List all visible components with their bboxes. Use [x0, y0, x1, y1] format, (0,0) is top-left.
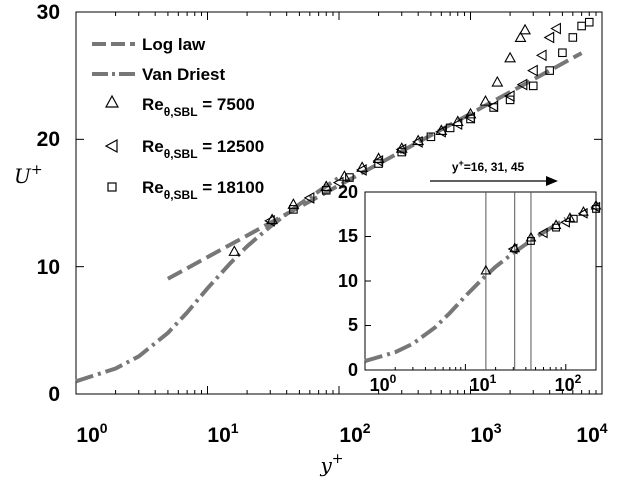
- y-tick-label: 0: [48, 383, 60, 406]
- data-point-triangle-left: [264, 214, 275, 227]
- data-point-square: [545, 66, 554, 75]
- data-point-square: [584, 17, 594, 27]
- inset-plot: 0 5 10 15 20 100 101 102: [338, 182, 602, 395]
- legend-label-van-driest: Van Driest: [142, 65, 225, 84]
- data-point-square: [552, 223, 560, 232]
- legend-marker-square: [107, 182, 117, 192]
- y-tick-label: 30: [37, 1, 60, 24]
- data-point-square: [569, 214, 578, 223]
- data-point-triangle-left: [527, 64, 538, 77]
- data-point-triangle-up: [578, 205, 589, 216]
- data-point-triangle-up: [228, 245, 241, 256]
- log-law-line: [166, 51, 583, 281]
- data-point-triangle-up: [514, 31, 527, 43]
- x-axis-title: y+: [319, 451, 343, 477]
- data-point-square: [289, 205, 298, 214]
- data-point-triangle-up: [504, 51, 517, 63]
- inset-y-tick-label: 20: [338, 182, 358, 202]
- data-point-square: [321, 185, 331, 195]
- x-tick-label: 102: [339, 420, 370, 447]
- data-point-triangle-up: [287, 198, 300, 209]
- data-point-triangle-up: [480, 264, 492, 275]
- data-point-square: [527, 237, 535, 245]
- legend: Log law Van Driest Reθ,SBL = 7500 Reθ,SB…: [92, 35, 264, 202]
- inset-x-tick-label: 100: [370, 372, 397, 395]
- data-point-triangle-left: [412, 135, 423, 148]
- data-point-triangle-up: [479, 95, 492, 106]
- inset-van-driest-line: [364, 216, 567, 364]
- data-point-triangle-up: [338, 170, 351, 181]
- data-point-triangle-left: [516, 78, 528, 91]
- x-tick-label: 100: [76, 420, 107, 447]
- data-point-triangle-left: [303, 191, 315, 204]
- inset-x-tick-label: 101: [470, 372, 497, 395]
- data-point-square: [466, 114, 475, 124]
- data-point-square: [374, 159, 383, 168]
- data-point-triangle-left: [550, 22, 561, 35]
- data-point-triangle-up: [491, 75, 504, 87]
- inset-y-tick-label: 10: [338, 271, 358, 291]
- data-point-square: [426, 132, 436, 142]
- legend-label-re-18100: Reθ,SBL = 18100: [142, 178, 264, 202]
- data-point-triangle-up: [590, 199, 602, 210]
- inset-x-tick-label: 102: [555, 372, 582, 395]
- legend-label-re-7500: Reθ,SBL = 7500: [142, 95, 255, 119]
- x-tick-label: 104: [576, 420, 607, 447]
- inset-y-tick-label: 0: [348, 360, 358, 380]
- data-point-triangle-left: [560, 216, 570, 228]
- inset-y-tick-label: 15: [338, 226, 358, 246]
- data-point-triangle-left: [577, 207, 588, 219]
- data-point-square: [489, 103, 498, 112]
- data-point-square: [568, 33, 578, 42]
- legend-marker-triangle-up: [104, 94, 120, 108]
- data-point-square: [505, 95, 515, 105]
- x-tick-label: 101: [207, 420, 238, 447]
- data-point-triangle-left: [356, 163, 367, 176]
- y-tick-label: 10: [37, 256, 60, 279]
- data-point-triangle-up: [519, 23, 532, 35]
- data-point-triangle-up: [451, 115, 464, 127]
- data-point-square: [445, 123, 455, 133]
- y-tick-label: 20: [37, 128, 60, 151]
- data-point-triangle-left: [332, 176, 344, 189]
- legend-marker-triangle-left: [104, 138, 118, 154]
- legend-label-re-12500: Reθ,SBL = 12500: [142, 137, 264, 161]
- inset-y-tick-label: 5: [348, 315, 358, 335]
- data-point-square: [558, 48, 567, 58]
- legend-label-log-law: Log law: [142, 35, 206, 54]
- data-point-square: [397, 147, 407, 157]
- data-point-square: [528, 81, 538, 91]
- data-point-triangle-left: [543, 31, 555, 44]
- y-axis-title: U+: [14, 162, 43, 188]
- data-point-triangle-left: [537, 227, 548, 239]
- x-tick-label: 103: [470, 420, 501, 447]
- data-point-triangle-left: [435, 125, 446, 138]
- inset-annotation: y+=16, 31, 45: [452, 158, 525, 174]
- van-driest-line: [75, 175, 341, 384]
- data-point-triangle-left: [451, 118, 463, 130]
- inset-plot-area: [364, 191, 597, 371]
- data-point-triangle-up: [372, 152, 385, 163]
- data-point-triangle-up: [525, 231, 537, 242]
- annotation-arrow-head: [546, 176, 558, 186]
- data-point-square: [345, 173, 354, 182]
- data-point-square: [592, 204, 600, 213]
- data-point-triangle-up: [356, 161, 369, 172]
- data-point-triangle-left: [535, 49, 547, 62]
- data-point-triangle-up: [320, 180, 333, 191]
- data-point-triangle-left: [507, 243, 518, 255]
